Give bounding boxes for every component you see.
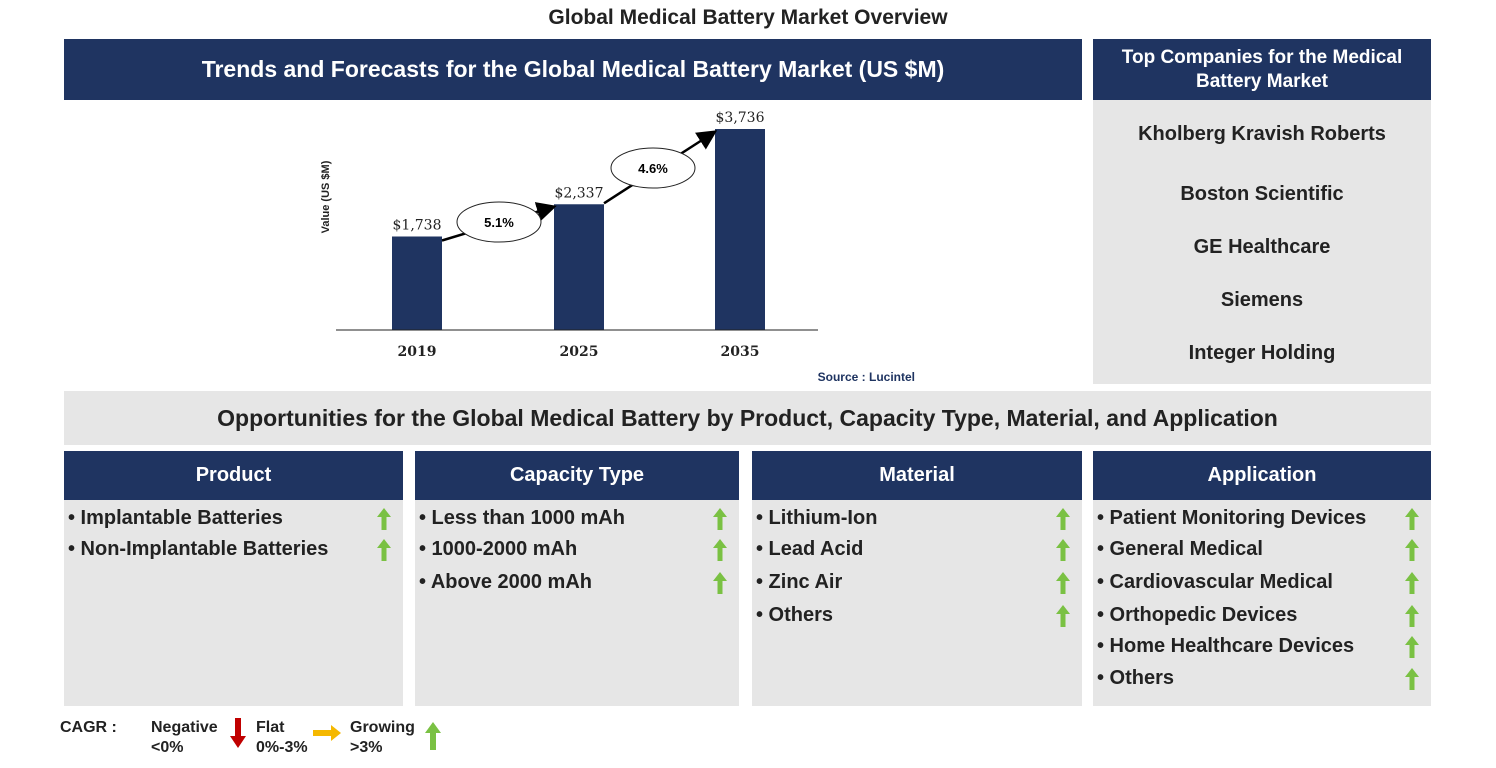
- segment-item: • Zinc Air: [756, 571, 843, 593]
- down-arrow-icon: [230, 718, 246, 748]
- company-name: Siemens: [1220, 289, 1304, 311]
- segment-item: • General Medical: [1097, 538, 1263, 560]
- segment-item: • Others: [1097, 667, 1175, 689]
- bar-chart: Value (US $M) 5.1% 4.6% $1,738 2019 $2,337 2…: [320, 110, 915, 384]
- page-title: Global Medical Battery Market Overview: [548, 6, 948, 29]
- segment-panel: • Implantable Batteries • Non-Implantable…: [64, 500, 403, 706]
- legend-negative-range: <0%: [151, 739, 184, 756]
- up-arrow-icon: [1405, 605, 1419, 627]
- legend-growing-name: Growing: [350, 719, 415, 736]
- cagr-label: 4.6%: [638, 161, 668, 176]
- opportunities-banner: Opportunities for the Global Medical Bat…: [64, 391, 1431, 445]
- segment-item: • Non-Implantable Batteries: [68, 538, 329, 560]
- legend-growing-range: >3%: [350, 739, 383, 756]
- legend-negative-name: Negative: [151, 719, 218, 736]
- segment-panel: • Less than 1000 mAh • 1000-2000 mAh • Abo…: [415, 500, 739, 706]
- company-name: GE Healthcare: [1193, 236, 1331, 258]
- up-arrow-icon: [713, 572, 727, 594]
- bar-value-label: $3,736: [716, 110, 765, 126]
- segment-item: • Lithium-Ion: [756, 507, 878, 529]
- x-tick-label: 2019: [398, 344, 437, 360]
- y-axis-label: Value (US $M): [320, 160, 332, 233]
- bar-value-label: $2,337: [555, 185, 604, 201]
- up-arrow-icon: [713, 539, 727, 561]
- chart-header: Trends and Forecasts for the Global Medi…: [64, 39, 1082, 100]
- up-arrow-icon: [713, 508, 727, 530]
- segment-item: • Less than 1000 mAh: [419, 507, 625, 529]
- up-arrow-icon: [425, 722, 441, 750]
- companies-panel: Kholberg Kravish Roberts Boston Scientif…: [1093, 100, 1431, 384]
- source-note: Source : Lucintel: [818, 370, 915, 384]
- up-arrow-icon: [377, 539, 391, 561]
- up-arrow-icon: [1056, 605, 1070, 627]
- legend-flat: Flat 0%-3%: [256, 718, 308, 758]
- legend-flat-range: 0%-3%: [256, 739, 308, 756]
- segment-item: • Home Healthcare Devices: [1097, 635, 1355, 657]
- segment-panel: • Lithium-Ion • Lead Acid • Zinc Air • Othe…: [752, 500, 1082, 706]
- x-tick-label: 2025: [560, 344, 599, 360]
- segment-item: • 1000-2000 mAh: [419, 538, 578, 560]
- bar-value-label: $1,738: [393, 217, 442, 233]
- segment-item: • Patient Monitoring Devices: [1097, 507, 1367, 529]
- segment-header: Product: [64, 451, 403, 500]
- legend-label: CAGR :: [60, 719, 117, 736]
- x-tick-label: 2035: [721, 344, 760, 360]
- company-name: Kholberg Kravish Roberts: [1138, 123, 1386, 145]
- up-arrow-icon: [1405, 636, 1419, 658]
- up-arrow-icon: [1405, 668, 1419, 690]
- bar-2025: [554, 204, 604, 330]
- legend-growing: Growing >3%: [350, 718, 415, 758]
- segment-item: • Lead Acid: [756, 538, 864, 560]
- up-arrow-icon: [1405, 539, 1419, 561]
- segment-item: • Others: [756, 604, 834, 626]
- segment-panel: • Patient Monitoring Devices • General Me…: [1093, 500, 1431, 706]
- company-name: Integer Holding: [1188, 342, 1336, 364]
- segment-header: Material: [752, 451, 1082, 500]
- bar-2019: [392, 236, 442, 330]
- company-name: Boston Scientific: [1180, 183, 1344, 205]
- legend-negative: Negative <0%: [151, 718, 218, 758]
- segment-header: Capacity Type: [415, 451, 739, 500]
- up-arrow-icon: [377, 508, 391, 530]
- right-arrow-icon: [313, 725, 341, 741]
- bar-2035: [715, 129, 765, 330]
- segment-header: Application: [1093, 451, 1431, 500]
- up-arrow-icon: [1405, 572, 1419, 594]
- up-arrow-icon: [1056, 572, 1070, 594]
- segment-item: • Above 2000 mAh: [419, 571, 592, 593]
- up-arrow-icon: [1405, 508, 1419, 530]
- cagr-ellipse: [456, 201, 542, 243]
- cagr-ellipse: [610, 147, 696, 189]
- cagr-label: 5.1%: [484, 215, 514, 230]
- segment-item: • Implantable Batteries: [68, 507, 283, 529]
- up-arrow-icon: [1056, 508, 1070, 530]
- segment-item: • Cardiovascular Medical: [1097, 571, 1333, 593]
- segment-item: • Orthopedic Devices: [1097, 604, 1298, 626]
- up-arrow-icon: [1056, 539, 1070, 561]
- legend-flat-name: Flat: [256, 719, 285, 736]
- companies-header: Top Companies for the Medical Battery Ma…: [1093, 39, 1431, 100]
